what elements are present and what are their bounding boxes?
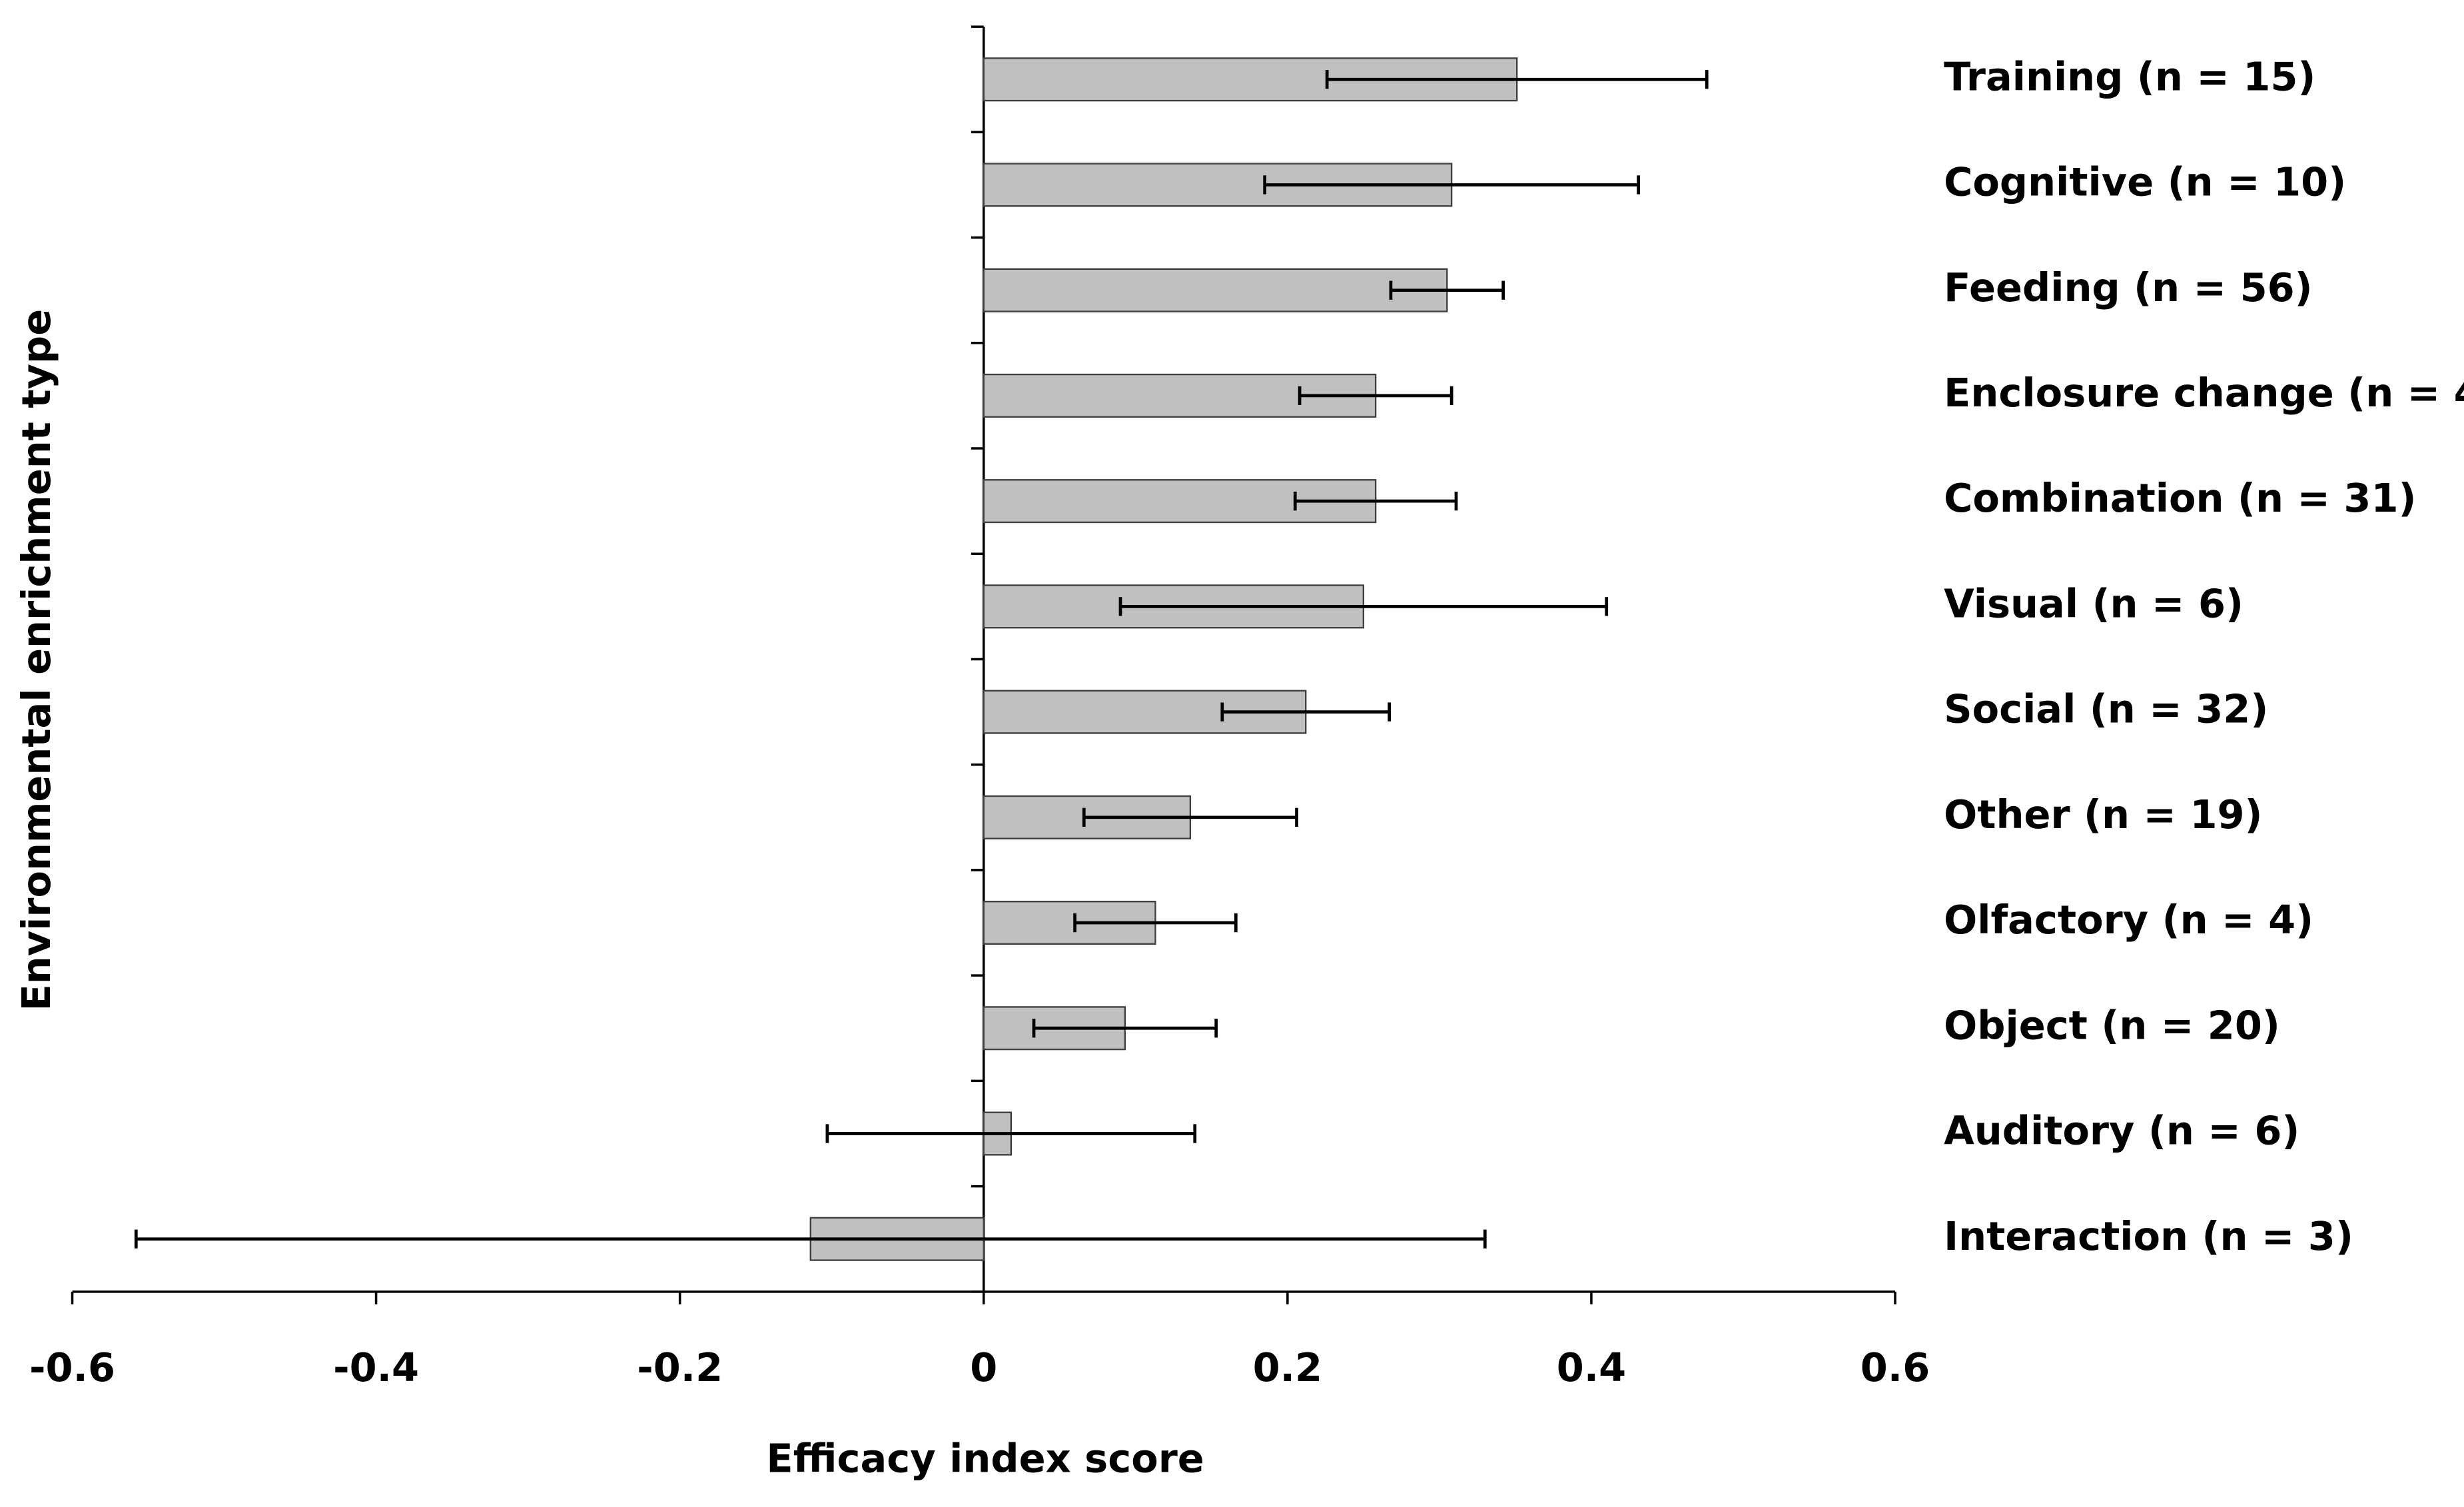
error-bar <box>1298 386 1453 406</box>
error-bar <box>825 1124 1197 1143</box>
error-bar <box>1389 280 1505 300</box>
bar <box>983 163 1453 207</box>
x-tick-label: 0.4 <box>1557 1344 1626 1390</box>
x-tick-label: -0.2 <box>637 1344 723 1390</box>
category-label: Other (n = 19) <box>1944 791 2262 837</box>
category-label: Interaction (n = 3) <box>1944 1213 2353 1259</box>
x-tick-label: -0.6 <box>29 1344 115 1390</box>
x-tick-label: -0.4 <box>333 1344 419 1390</box>
x-tick-label: 0.2 <box>1253 1344 1322 1390</box>
x-tick-label: 0.6 <box>1860 1344 1930 1390</box>
category-label: Olfactory (n = 4) <box>1944 897 2313 943</box>
error-bar <box>1325 70 1709 89</box>
y-axis-title: Environmental enrichment type <box>13 309 59 1011</box>
error-bar <box>1073 913 1238 933</box>
category-label: Cognitive (n = 10) <box>1944 159 2346 205</box>
error-bar <box>134 1229 1487 1249</box>
error-bar <box>1118 597 1609 616</box>
category-label: Auditory (n = 6) <box>1944 1108 2299 1154</box>
x-axis-title: Efficacy index score <box>766 1436 1204 1482</box>
bar <box>983 268 1448 312</box>
error-bar <box>1263 175 1640 195</box>
x-tick-label: 0 <box>970 1344 997 1390</box>
category-label: Enclosure change (n = 45) <box>1944 370 2464 416</box>
category-label: Visual (n = 6) <box>1944 580 2244 626</box>
error-bar <box>1293 491 1458 511</box>
category-label: Training (n = 15) <box>1944 53 2315 99</box>
category-label: Combination (n = 31) <box>1944 475 2416 521</box>
error-bar <box>1220 702 1392 722</box>
category-label: Social (n = 32) <box>1944 686 2268 732</box>
category-label: Object (n = 20) <box>1944 1002 2280 1048</box>
category-label: Feeding (n = 56) <box>1944 264 2312 310</box>
error-bar <box>1032 1019 1218 1038</box>
error-bar <box>1082 807 1298 827</box>
